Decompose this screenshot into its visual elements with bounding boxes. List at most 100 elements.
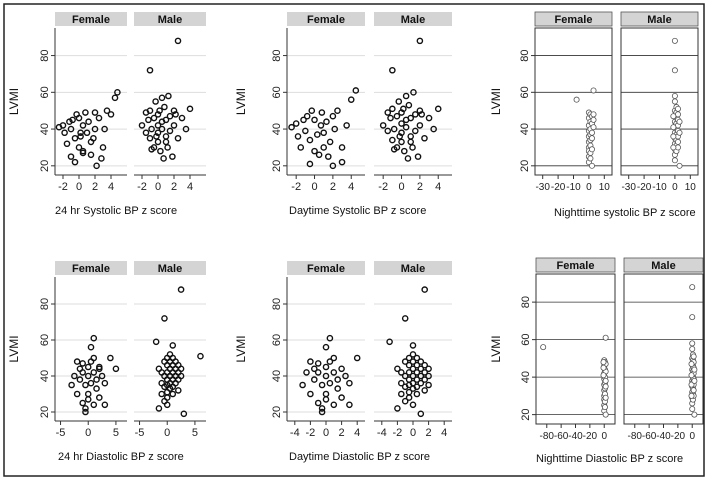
data-point xyxy=(294,133,302,140)
data-point xyxy=(690,353,697,360)
data-point xyxy=(82,408,89,416)
y-tick-label: 20 xyxy=(520,409,532,421)
data-point xyxy=(398,120,405,127)
data-point xyxy=(103,107,111,114)
x-tick-label: 2 xyxy=(171,181,177,193)
data-point xyxy=(148,125,155,133)
data-point xyxy=(338,394,345,401)
data-point xyxy=(409,401,417,409)
x-tick-label: -20 xyxy=(637,182,652,193)
data-point xyxy=(155,405,163,412)
data-point xyxy=(600,359,607,366)
data-point xyxy=(306,136,314,144)
y-tick-label: 40 xyxy=(271,370,283,382)
data-point xyxy=(154,122,162,129)
panel-header xyxy=(287,12,365,26)
data-point xyxy=(396,133,403,140)
data-point xyxy=(311,147,318,155)
data-point xyxy=(670,133,677,140)
x-tick-label: 4 xyxy=(108,181,114,193)
data-point xyxy=(671,67,678,74)
data-point xyxy=(353,354,361,362)
x-tick-label: 0 xyxy=(164,427,170,439)
data-point xyxy=(421,286,429,293)
x-axis-label: Nighttime Diastolic BP z score xyxy=(536,453,683,465)
data-point xyxy=(153,133,160,140)
data-point xyxy=(411,127,419,135)
data-point xyxy=(318,109,326,116)
panel-female: Female 20 40 60 80 -30 -20 -10 0 10 xyxy=(519,11,613,193)
data-point xyxy=(389,66,396,74)
x-tick-label: -10 xyxy=(566,182,581,193)
x-tick-label: -30 xyxy=(535,182,550,193)
data-point xyxy=(306,160,314,168)
data-point xyxy=(401,358,409,365)
data-point xyxy=(142,109,150,116)
data-point xyxy=(177,286,185,293)
data-point xyxy=(404,155,412,162)
x-tick-label: 5 xyxy=(113,427,119,439)
data-point xyxy=(95,114,103,122)
data-point xyxy=(691,366,698,373)
x-tick-label: -30 xyxy=(621,182,636,193)
data-point xyxy=(691,411,698,418)
y-tick-label: 40 xyxy=(519,123,531,135)
data-point xyxy=(326,379,334,387)
y-tick-label: 60 xyxy=(520,334,532,346)
data-point xyxy=(405,369,413,376)
y-tick-label: 60 xyxy=(271,86,283,98)
data-point xyxy=(417,365,425,373)
data-point xyxy=(79,360,86,367)
data-point xyxy=(178,114,186,122)
data-point xyxy=(330,354,338,362)
data-point xyxy=(689,345,696,352)
data-point xyxy=(75,144,83,151)
x-tick-label: 10 xyxy=(685,182,697,193)
panel-male: Male -30 -20 -10 0 10 xyxy=(620,11,699,193)
data-point xyxy=(417,372,425,380)
data-point xyxy=(401,315,409,322)
data-point xyxy=(71,134,79,142)
x-tick-label: 2 xyxy=(330,181,336,193)
panel-title: Female xyxy=(307,263,345,275)
data-point xyxy=(107,354,114,362)
x-axis-label: 24 hr Diastolic BP z score xyxy=(58,451,184,463)
data-point xyxy=(400,105,407,113)
data-point xyxy=(330,369,338,376)
data-point xyxy=(317,122,325,129)
data-point xyxy=(292,120,300,127)
data-point xyxy=(158,390,165,398)
data-point xyxy=(397,379,405,387)
data-point xyxy=(390,125,398,133)
data-point xyxy=(68,381,75,389)
data-point xyxy=(387,114,394,122)
data-point xyxy=(303,112,311,120)
data-point xyxy=(87,343,95,351)
panel-title: Male xyxy=(401,14,425,26)
data-point xyxy=(79,149,87,157)
x-tick-label: 4 xyxy=(187,181,193,193)
data-point xyxy=(600,372,607,379)
data-point xyxy=(342,372,349,380)
data-point xyxy=(98,155,105,162)
data-point xyxy=(313,131,321,138)
data-point xyxy=(59,122,67,129)
data-point xyxy=(90,334,98,342)
data-point xyxy=(314,369,322,376)
data-point xyxy=(152,98,159,105)
data-point xyxy=(590,87,597,94)
data-point xyxy=(417,379,425,387)
data-point xyxy=(417,358,425,365)
data-point xyxy=(602,411,609,418)
data-point xyxy=(416,37,424,45)
data-point xyxy=(87,151,95,159)
x-tick-label: -2 xyxy=(291,181,301,193)
data-point xyxy=(154,129,162,137)
data-point xyxy=(587,155,594,162)
data-point xyxy=(409,351,417,358)
data-point xyxy=(390,145,398,153)
data-point xyxy=(154,138,162,146)
panel-female: Female 20 40 60 80 -2 0 2 4 xyxy=(39,12,127,193)
data-point xyxy=(77,129,84,137)
